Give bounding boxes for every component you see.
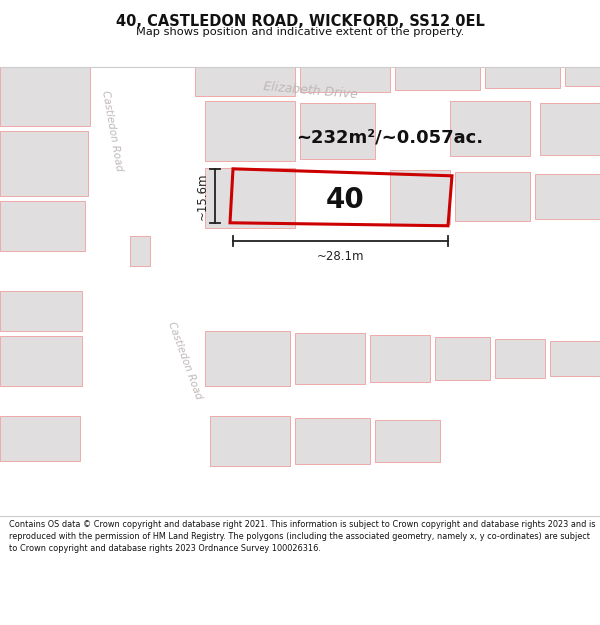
Polygon shape	[435, 337, 490, 380]
Polygon shape	[145, 96, 600, 128]
Polygon shape	[295, 418, 370, 464]
Polygon shape	[455, 172, 530, 221]
Polygon shape	[450, 101, 530, 156]
Text: Elizabeth Drive: Elizabeth Drive	[262, 80, 358, 101]
Polygon shape	[495, 339, 545, 377]
Polygon shape	[195, 67, 295, 96]
Polygon shape	[205, 168, 295, 228]
Text: Castledon Road: Castledon Road	[100, 89, 124, 172]
Text: 40: 40	[326, 186, 364, 214]
Polygon shape	[0, 131, 88, 196]
Polygon shape	[205, 331, 290, 386]
Text: ~232m²/~0.057ac.: ~232m²/~0.057ac.	[296, 129, 484, 147]
Polygon shape	[155, 306, 600, 338]
Polygon shape	[540, 103, 600, 155]
Polygon shape	[0, 201, 85, 251]
Polygon shape	[485, 67, 560, 88]
Polygon shape	[205, 101, 295, 161]
Polygon shape	[130, 236, 150, 266]
Text: ~28.1m: ~28.1m	[317, 250, 364, 263]
Text: Map shows position and indicative extent of the property.: Map shows position and indicative extent…	[136, 27, 464, 37]
Text: Castledon Road: Castledon Road	[166, 321, 203, 401]
Text: 40, CASTLEDON ROAD, WICKFORD, SS12 0EL: 40, CASTLEDON ROAD, WICKFORD, SS12 0EL	[116, 14, 484, 29]
Polygon shape	[155, 276, 250, 516]
Text: Contains OS data © Crown copyright and database right 2021. This information is : Contains OS data © Crown copyright and d…	[9, 520, 595, 553]
Polygon shape	[375, 419, 440, 462]
Polygon shape	[0, 416, 80, 461]
Polygon shape	[295, 332, 365, 384]
Polygon shape	[395, 67, 480, 90]
Polygon shape	[85, 67, 600, 126]
Polygon shape	[0, 336, 82, 386]
Text: ~15.6m: ~15.6m	[196, 172, 209, 219]
Polygon shape	[565, 67, 600, 86]
Polygon shape	[370, 335, 430, 382]
Polygon shape	[210, 416, 290, 466]
Polygon shape	[0, 67, 90, 126]
Polygon shape	[300, 103, 375, 159]
Polygon shape	[95, 67, 178, 276]
Polygon shape	[550, 341, 600, 376]
Polygon shape	[535, 174, 600, 219]
Polygon shape	[300, 67, 390, 92]
Polygon shape	[390, 170, 450, 224]
Polygon shape	[0, 291, 82, 331]
